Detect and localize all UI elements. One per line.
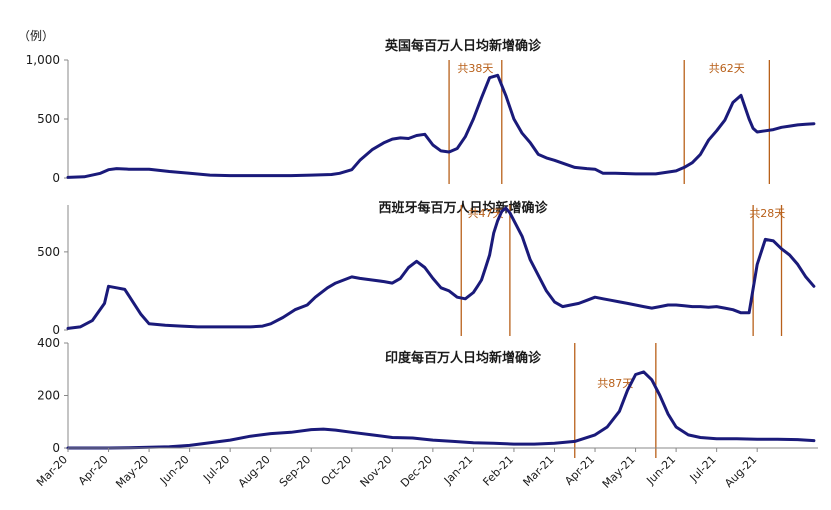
x-tick-label: Jun-20 <box>157 453 192 488</box>
period-marker-label: 共62天 <box>709 62 745 75</box>
panel-1: 西班牙每百万人日均新增确诊 0 500 共47天 共28天 <box>37 200 816 337</box>
period-marker-label: 共47天 <box>468 207 504 220</box>
y-tick-label: 500 <box>37 245 60 259</box>
series-line <box>66 370 816 450</box>
y-tick-label: 500 <box>37 112 60 126</box>
period-marker-label: 共87天 <box>597 377 633 390</box>
period-marker-label: 共38天 <box>457 62 493 75</box>
x-tick-label: Feb-21 <box>480 453 516 489</box>
x-tick-label: Apr-21 <box>562 453 597 488</box>
x-tick-label: Jun-21 <box>643 453 678 488</box>
y-tick-label: 200 <box>37 389 60 403</box>
panel-title: 英国每百万人日均新增确诊 <box>384 38 542 54</box>
series-line <box>66 73 816 179</box>
y-tick-label: 0 <box>52 323 60 337</box>
y-tick-label: 1,000 <box>26 53 60 67</box>
x-tick-label: Jul-21 <box>687 453 719 485</box>
x-tick-label: Jul-20 <box>200 453 232 485</box>
panel-title: 印度每百万人日均新增确诊 <box>385 350 542 366</box>
y-unit-label: （例） <box>18 29 54 43</box>
x-tick-label: Jan-21 <box>441 453 476 488</box>
x-tick-label: Mar-21 <box>521 453 557 489</box>
panel-0: 英国每百万人日均新增确诊 0 500 1,000 共38天 共62天 <box>26 38 816 185</box>
panel-title: 西班牙每百万人日均新增确诊 <box>378 200 548 216</box>
x-tick-label: May-21 <box>600 453 638 491</box>
panel-2: 印度每百万人日均新增确诊 0 200 400 共87天 <box>37 336 816 458</box>
x-tick-label: Oct-20 <box>319 453 354 488</box>
series-line <box>66 206 816 330</box>
x-tick-label: Aug-21 <box>722 453 759 490</box>
x-tick-label: Apr-20 <box>76 453 111 488</box>
y-tick-label: 400 <box>37 336 60 350</box>
x-tick-label: Aug-20 <box>236 453 273 490</box>
period-marker-label: 共28天 <box>749 207 785 220</box>
y-tick-label: 0 <box>52 441 60 455</box>
x-tick-label: Nov-20 <box>358 453 395 490</box>
x-tick-label: Dec-20 <box>398 453 435 490</box>
x-tick-label: Sep-20 <box>277 453 314 490</box>
x-tick-label: May-20 <box>113 453 151 491</box>
x-tick-label: Mar-20 <box>34 453 70 489</box>
y-tick-label: 0 <box>52 171 60 185</box>
